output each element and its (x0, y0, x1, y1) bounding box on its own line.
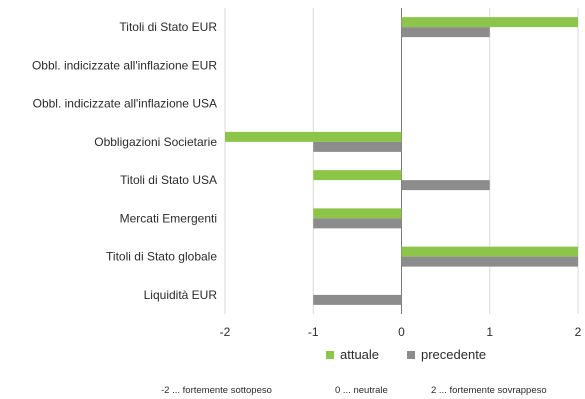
category-label: Obbl. indicizzate all'inflazione EUR (32, 58, 217, 72)
category-label: Obbl. indicizzate all'inflazione USA (33, 97, 217, 111)
category-label: Titoli di Stato EUR (119, 20, 217, 34)
x-tick-label: -1 (308, 325, 319, 339)
category-label: Liquidità EUR (144, 288, 218, 302)
x-tick-label: 1 (486, 325, 493, 339)
legend-label-attuale: attuale (340, 347, 380, 362)
chart-legend: attuale precedente (0, 347, 585, 367)
category-label: Titoli di Stato globale (106, 250, 217, 264)
legend-item-precedente: precedente (407, 347, 486, 362)
bar-attuale (313, 208, 402, 219)
footnote-neutral: 0 ... neutrale (335, 385, 388, 396)
footnote-underweight: -2 ... fortemente sottopeso (161, 385, 272, 396)
bar-attuale (401, 246, 578, 257)
legend-swatch-precedente (407, 350, 415, 359)
bar-attuale (313, 170, 402, 181)
legend-swatch-attuale (326, 350, 334, 359)
x-tick-label: 2 (575, 325, 582, 339)
legend-label-precedente: precedente (421, 347, 487, 362)
bar-precedente (401, 180, 490, 191)
footnote-overweight: 2 ... fortemente sovrappeso (431, 385, 547, 396)
bar-attuale (225, 131, 402, 142)
x-tick-label: 0 (398, 325, 405, 339)
bar-chart: -2 -1 0 1 2 Titoli di Stato EUR Obbl. indicizz… (32, 8, 582, 339)
category-label: Titoli di Stato USA (120, 173, 217, 187)
category-label: Obbligazioni Societarie (94, 135, 217, 149)
bar-precedente (401, 256, 578, 267)
legend-item-attuale: attuale (326, 347, 379, 362)
category-label: Mercati Emergenti (120, 211, 217, 225)
bar-precedente (313, 141, 402, 152)
x-tick-label: -2 (220, 325, 231, 339)
bar-precedente (401, 27, 490, 38)
bar-attuale (401, 17, 578, 28)
bar-precedente (313, 218, 402, 229)
bar-precedente (313, 294, 402, 305)
